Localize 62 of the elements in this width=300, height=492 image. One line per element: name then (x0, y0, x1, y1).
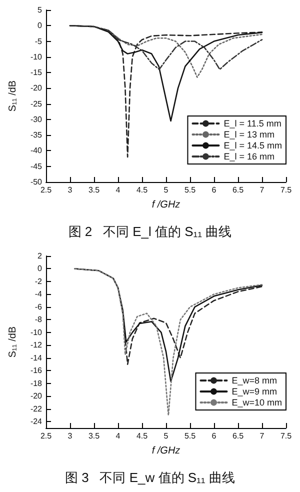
x-tick-label: 2.5 (40, 432, 52, 440)
x-tick-label: 6.5 (232, 432, 244, 440)
y-tick-label: -6 (34, 302, 43, 312)
x-tick-label: 5 (164, 432, 169, 440)
x-tick-label: 5.5 (184, 432, 196, 440)
x-tick-label: 4.5 (136, 432, 148, 440)
caption: 图 2 不同 E_l 值的 S₁₁ 曲线 (68, 224, 232, 239)
x-axis-title: f /GHz (152, 446, 180, 456)
y-tick-label: -22 (30, 404, 43, 414)
y-tick-label: -14 (30, 353, 43, 362)
x-tick-label: 6.5 (232, 186, 244, 194)
x-tick-label: 5.5 (184, 186, 196, 194)
x-tick-label: 3.5 (88, 432, 100, 440)
x-tick-label: 6 (212, 432, 217, 440)
y-tick-label: -15 (30, 68, 43, 78)
y-tick-label: 2 (38, 252, 43, 260)
x-tick-label: 7 (260, 432, 265, 440)
caption: 图 3 不同 E_w 值的 S₁₁ 曲线 (65, 470, 235, 485)
y-tick-label: 5 (38, 6, 43, 14)
y-tick-label: -2 (34, 276, 43, 286)
legend-label: E_l = 16 mm (224, 152, 275, 162)
y-tick-label: 0 (38, 21, 43, 30)
x-tick-label: 3 (68, 432, 73, 440)
legend-label: E_l = 13 mm (224, 130, 275, 140)
y-tick-label: -12 (30, 340, 43, 350)
y-tick-label: -24 (30, 417, 43, 426)
y-tick-label: -16 (30, 366, 43, 376)
x-tick-label: 4.5 (136, 186, 148, 194)
y-tick-label: 0 (38, 264, 43, 274)
x-tick-label: 3.5 (88, 186, 100, 194)
x-tick-label: 7 (260, 186, 265, 194)
x-tick-label: 3 (68, 186, 73, 194)
x-tick-label: 7.5 (280, 432, 292, 440)
y-tick-label: -8 (34, 315, 43, 324)
y-tick-label: -45 (30, 162, 43, 171)
legend-label: E_l = 11.5 mm (224, 118, 282, 128)
y-tick-label: -40 (30, 146, 43, 156)
y-tick-label: -30 (30, 114, 43, 124)
x-axis-title: f /GHz (152, 200, 180, 210)
legend-label: E_w=10 mm (232, 398, 282, 408)
legend-label: E_w=8 mm (232, 376, 277, 386)
x-tick-label: 4 (116, 432, 121, 440)
legend-label: E_l = 14.5 mm (224, 140, 282, 150)
y-tick-label: -20 (30, 392, 43, 401)
y-tick-label: -20 (30, 84, 43, 93)
y-axis-title: S₁₁ /dB (8, 80, 18, 112)
y-tick-label: -25 (30, 99, 43, 108)
x-tick-label: 4 (116, 186, 121, 194)
y-tick-label: -5 (34, 36, 43, 46)
y-tick-label: -35 (30, 130, 43, 140)
y-tick-label: -50 (30, 178, 43, 186)
x-tick-label: 2.5 (40, 186, 52, 194)
y-tick-label: -10 (30, 52, 43, 62)
y-tick-label: -18 (30, 378, 43, 388)
x-tick-label: 5 (164, 186, 169, 194)
x-tick-label: 6 (212, 186, 217, 194)
legend-label: E_w=9 mm (232, 386, 277, 396)
y-tick-label: -10 (30, 328, 43, 337)
y-tick-label: -4 (34, 290, 43, 299)
line-series (74, 268, 263, 416)
y-axis-title: S₁₁ /dB (8, 326, 18, 358)
x-tick-label: 7.5 (280, 186, 292, 194)
